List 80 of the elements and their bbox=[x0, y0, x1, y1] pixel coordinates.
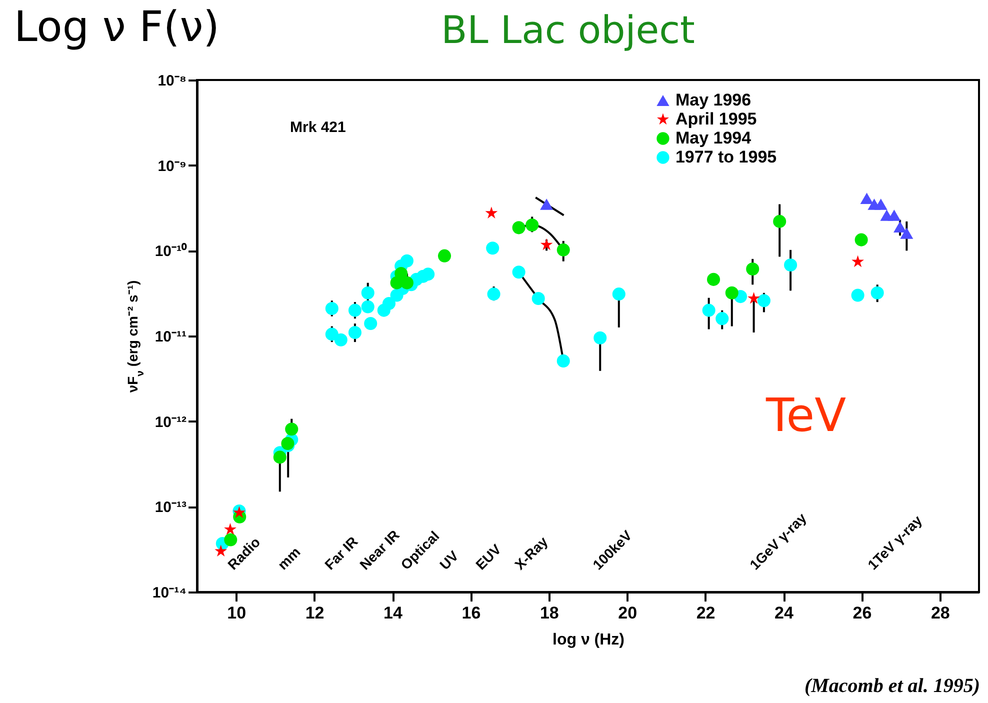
x-tick-label: 20 bbox=[618, 604, 638, 622]
y-tick-label: 10⁻⁹ bbox=[158, 158, 186, 175]
point bbox=[348, 326, 362, 339]
point bbox=[325, 302, 338, 316]
point bbox=[706, 272, 720, 286]
point bbox=[860, 192, 874, 204]
point bbox=[870, 286, 884, 300]
point bbox=[540, 198, 554, 210]
point bbox=[894, 221, 907, 233]
point bbox=[725, 286, 738, 300]
point bbox=[487, 288, 500, 301]
point bbox=[852, 255, 864, 268]
x-tick-label: 10 bbox=[227, 604, 246, 622]
point bbox=[532, 292, 545, 306]
point bbox=[874, 198, 888, 210]
y-tick-label: 10⁻¹⁴ bbox=[152, 584, 186, 602]
x-tick-label: 12 bbox=[305, 604, 324, 622]
point bbox=[526, 218, 539, 232]
point bbox=[512, 266, 526, 279]
point bbox=[746, 262, 760, 276]
point bbox=[224, 522, 236, 535]
text: (Macomb et al. 1995) bbox=[804, 675, 980, 697]
y-tick-label: 10⁻¹³ bbox=[154, 499, 186, 516]
annotation: Far IR bbox=[321, 533, 361, 573]
annotation: UV bbox=[436, 548, 462, 573]
legend-label: May 1996 bbox=[675, 90, 752, 110]
x-axis-title: log ν (Hz) bbox=[552, 632, 624, 648]
x-tick-label: 14 bbox=[384, 604, 403, 622]
point bbox=[748, 292, 760, 304]
annotation: TeV bbox=[766, 388, 846, 442]
point bbox=[348, 304, 362, 317]
legend-label: 1977 to 1995 bbox=[675, 148, 777, 166]
point bbox=[422, 268, 435, 281]
point bbox=[361, 300, 374, 314]
point bbox=[594, 331, 607, 344]
point bbox=[486, 242, 500, 255]
point bbox=[361, 286, 374, 300]
point bbox=[394, 266, 408, 280]
point bbox=[334, 333, 348, 346]
y-tick-label: 10⁻¹² bbox=[154, 414, 186, 431]
y-tick-label: 10⁻¹¹ bbox=[154, 328, 186, 346]
point bbox=[364, 317, 378, 330]
point bbox=[325, 328, 338, 341]
x-tick-label: 18 bbox=[540, 604, 559, 622]
annotation: Mrk 421 bbox=[290, 119, 346, 136]
point bbox=[784, 258, 798, 272]
point bbox=[273, 450, 286, 464]
point bbox=[214, 544, 228, 557]
chart-title: BL Lac object bbox=[441, 8, 695, 52]
x-tick-label: 16 bbox=[462, 604, 481, 622]
x-tick-label: 24 bbox=[774, 604, 794, 622]
point bbox=[556, 243, 570, 256]
point bbox=[854, 233, 868, 246]
point bbox=[851, 288, 864, 302]
point bbox=[716, 312, 729, 326]
point bbox=[556, 354, 570, 368]
point bbox=[485, 206, 498, 218]
point bbox=[382, 297, 396, 310]
point bbox=[773, 214, 786, 228]
point bbox=[285, 422, 298, 436]
point bbox=[400, 276, 414, 290]
point bbox=[702, 304, 716, 317]
point bbox=[900, 228, 914, 239]
point bbox=[281, 436, 294, 450]
y-tick-label: 10⁻⁸ bbox=[158, 72, 186, 90]
point bbox=[757, 294, 770, 308]
point bbox=[612, 288, 626, 301]
x-tick-label: 22 bbox=[696, 604, 716, 622]
point bbox=[438, 249, 452, 262]
point bbox=[400, 254, 414, 268]
point bbox=[512, 221, 526, 234]
annotation: mm bbox=[274, 544, 304, 573]
legend-label: April 1995 bbox=[675, 110, 757, 128]
point bbox=[888, 210, 901, 221]
point bbox=[540, 238, 553, 250]
legend-label: May 1994 bbox=[675, 128, 752, 148]
text: Log ν F(ν) bbox=[14, 2, 220, 51]
x-tick-label: 28 bbox=[930, 604, 950, 622]
y-tick-label: 10⁻¹⁰ bbox=[154, 242, 188, 260]
x-tick-label: 26 bbox=[852, 604, 872, 622]
